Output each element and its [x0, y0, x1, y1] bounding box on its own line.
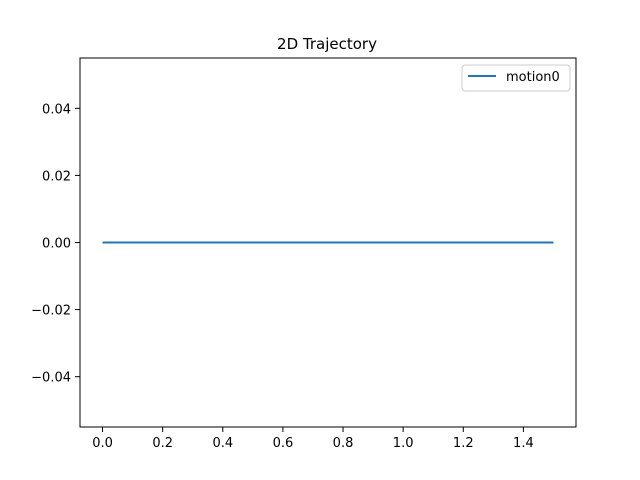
y-tick-label: −0.04: [31, 371, 71, 386]
x-tick-label: 1.4: [513, 436, 534, 451]
plot-area: [79, 57, 577, 428]
x-axis: 0.0 0.2 0.4 0.6 0.8 1.0 1.2 1.4: [92, 427, 534, 451]
x-tick-label: 0.2: [152, 436, 173, 451]
y-tick-label: 0.04: [42, 102, 71, 117]
legend-box: [461, 64, 571, 92]
chart-title: 2D Trajectory: [277, 35, 377, 53]
x-tick-label: 0.4: [212, 436, 233, 451]
y-axis: −0.04 −0.02 0.00 0.02 0.04: [31, 102, 80, 386]
legend: motion0: [461, 64, 571, 92]
y-tick-label: 0.02: [42, 169, 71, 184]
y-tick-label: −0.02: [31, 304, 71, 319]
y-tick-label: 0.00: [42, 237, 71, 252]
x-tick-label: 0.0: [92, 436, 113, 451]
x-tick-label: 1.2: [453, 436, 474, 451]
x-tick-label: 1.0: [393, 436, 414, 451]
legend-label-motion0: motion0: [506, 70, 560, 85]
x-tick-label: 0.8: [333, 436, 354, 451]
x-tick-label: 0.6: [273, 436, 294, 451]
